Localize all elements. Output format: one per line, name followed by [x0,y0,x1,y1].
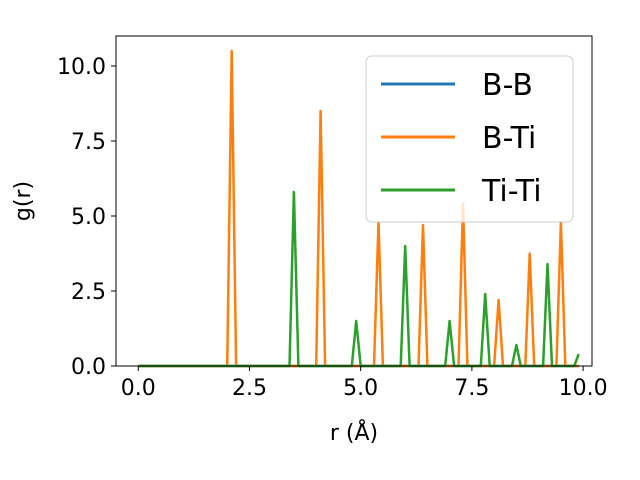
legend: B-B B-Ti Ti-Ti [365,55,574,223]
y-tick-label: 0.0 [71,355,106,380]
y-tick-label: 5.0 [71,205,106,230]
legend-box [365,55,574,223]
y-tick-label: 7.5 [71,130,106,155]
plot-frame [115,35,593,367]
x-tick-label: 5.0 [343,376,378,401]
x-axis: 0.0 2.5 5.0 7.5 10.0 [121,366,608,401]
y-tick-label: 2.5 [71,280,106,305]
x-tick-label: 2.5 [232,376,267,401]
legend-label-b-ti: B-Ti [482,121,536,156]
y-axis: 0.0 2.5 5.0 7.5 10.0 [57,55,116,380]
legend-label-ti-ti: Ti-Ti [481,174,542,209]
x-tick-label: 7.5 [454,376,489,401]
x-tick-label: 10.0 [559,376,608,401]
y-tick-label: 10.0 [57,55,106,80]
legend-label-b-b: B-B [482,68,533,103]
x-axis-label: r (Å) [330,419,378,446]
x-tick-label: 0.0 [121,376,156,401]
y-axis-label: g(r) [11,181,36,221]
